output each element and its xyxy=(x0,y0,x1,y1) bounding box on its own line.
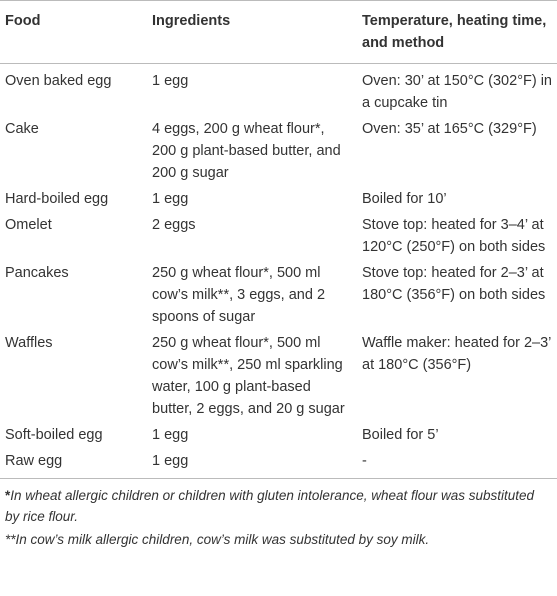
table-cell: 2 eggs xyxy=(152,217,196,233)
footnote-marker: * xyxy=(5,488,11,503)
table-cell: Oven baked egg xyxy=(5,73,112,89)
header-row: Food Ingredients Temperature, heating time… xyxy=(0,0,557,64)
table-cell: Oven: 30’ at 150°C (302°F) in a cupcake … xyxy=(362,73,552,111)
footnote-text: In cow’s milk allergic children, cow’s m… xyxy=(15,532,430,547)
table-cell: Omelet xyxy=(5,217,52,233)
table-cell: Cake xyxy=(5,121,39,137)
table-cell: 4 eggs, 200 g wheat flour*, 200 g plant-… xyxy=(152,121,341,181)
table-cell: 1 egg xyxy=(152,427,189,443)
table-row: Raw egg 1 egg - xyxy=(0,448,557,479)
table-row: Oven baked egg 1 egg Oven: 30’ at 150°C (3… xyxy=(0,64,557,117)
table-cell: 1 egg xyxy=(152,191,189,207)
table: Food Ingredients Temperature, heating time… xyxy=(0,0,557,479)
table-body: Oven baked egg 1 egg Oven: 30’ at 150°C (3… xyxy=(0,64,557,479)
table-cell: 1 egg xyxy=(147,448,357,479)
table-cell: Oven: 35’ at 165°C (329°F) xyxy=(362,121,537,137)
table-row: Soft-boiled egg 1 egg Boiled for 5’ xyxy=(0,422,557,448)
table-cell: Boiled for 10’ xyxy=(362,191,447,207)
footnote: *In wheat allergic children or children … xyxy=(5,485,552,527)
table-cell: Stove top: heated for 3–4’ at 120°C (250… xyxy=(362,217,546,255)
table-cell: 1 egg xyxy=(152,73,189,89)
table-cell: 250 g wheat flour*, 500 ml cow’s milk**,… xyxy=(152,335,345,417)
table-row: Cake 4 eggs, 200 g wheat flour*, 200 g pl… xyxy=(0,116,557,186)
footnote: **In cow’s milk allergic children, cow’s… xyxy=(5,529,552,550)
table-cell: Waffles xyxy=(5,335,53,351)
table-cell: Soft-boiled egg xyxy=(5,427,103,443)
table-row: Waffles 250 g wheat flour*, 500 ml cow’s … xyxy=(0,330,557,422)
footnote-text: In wheat allergic children or children w… xyxy=(5,488,535,524)
table-cell: Boiled for 5’ xyxy=(362,427,439,443)
table-row: Hard-boiled egg 1 egg Boiled for 10’ xyxy=(0,186,557,212)
header-cell: Ingredients xyxy=(147,0,357,64)
table-cell: 250 g wheat flour*, 500 ml cow’s milk**,… xyxy=(152,265,326,325)
table-cell: Waffle maker: heated for 2–3’ at 180°C (… xyxy=(362,335,551,373)
table-cell: - xyxy=(357,448,557,479)
footnote-marker: ** xyxy=(5,532,16,547)
table-cell: Hard-boiled egg xyxy=(5,191,109,207)
footnotes: *In wheat allergic children or children … xyxy=(0,479,557,550)
table-cell: Stove top: heated for 2–3’ at 180°C (356… xyxy=(362,265,546,303)
header-cell: Food xyxy=(0,0,147,64)
table-row: Omelet 2 eggs Stove top: heated for 3–4’ a… xyxy=(0,212,557,260)
table-cell: Pancakes xyxy=(5,265,69,281)
table-cell: Raw egg xyxy=(0,448,147,479)
header-cell: Temperature, heating time, and method xyxy=(357,0,557,64)
table-row: Pancakes 250 g wheat flour*, 500 ml cow’s… xyxy=(0,260,557,330)
